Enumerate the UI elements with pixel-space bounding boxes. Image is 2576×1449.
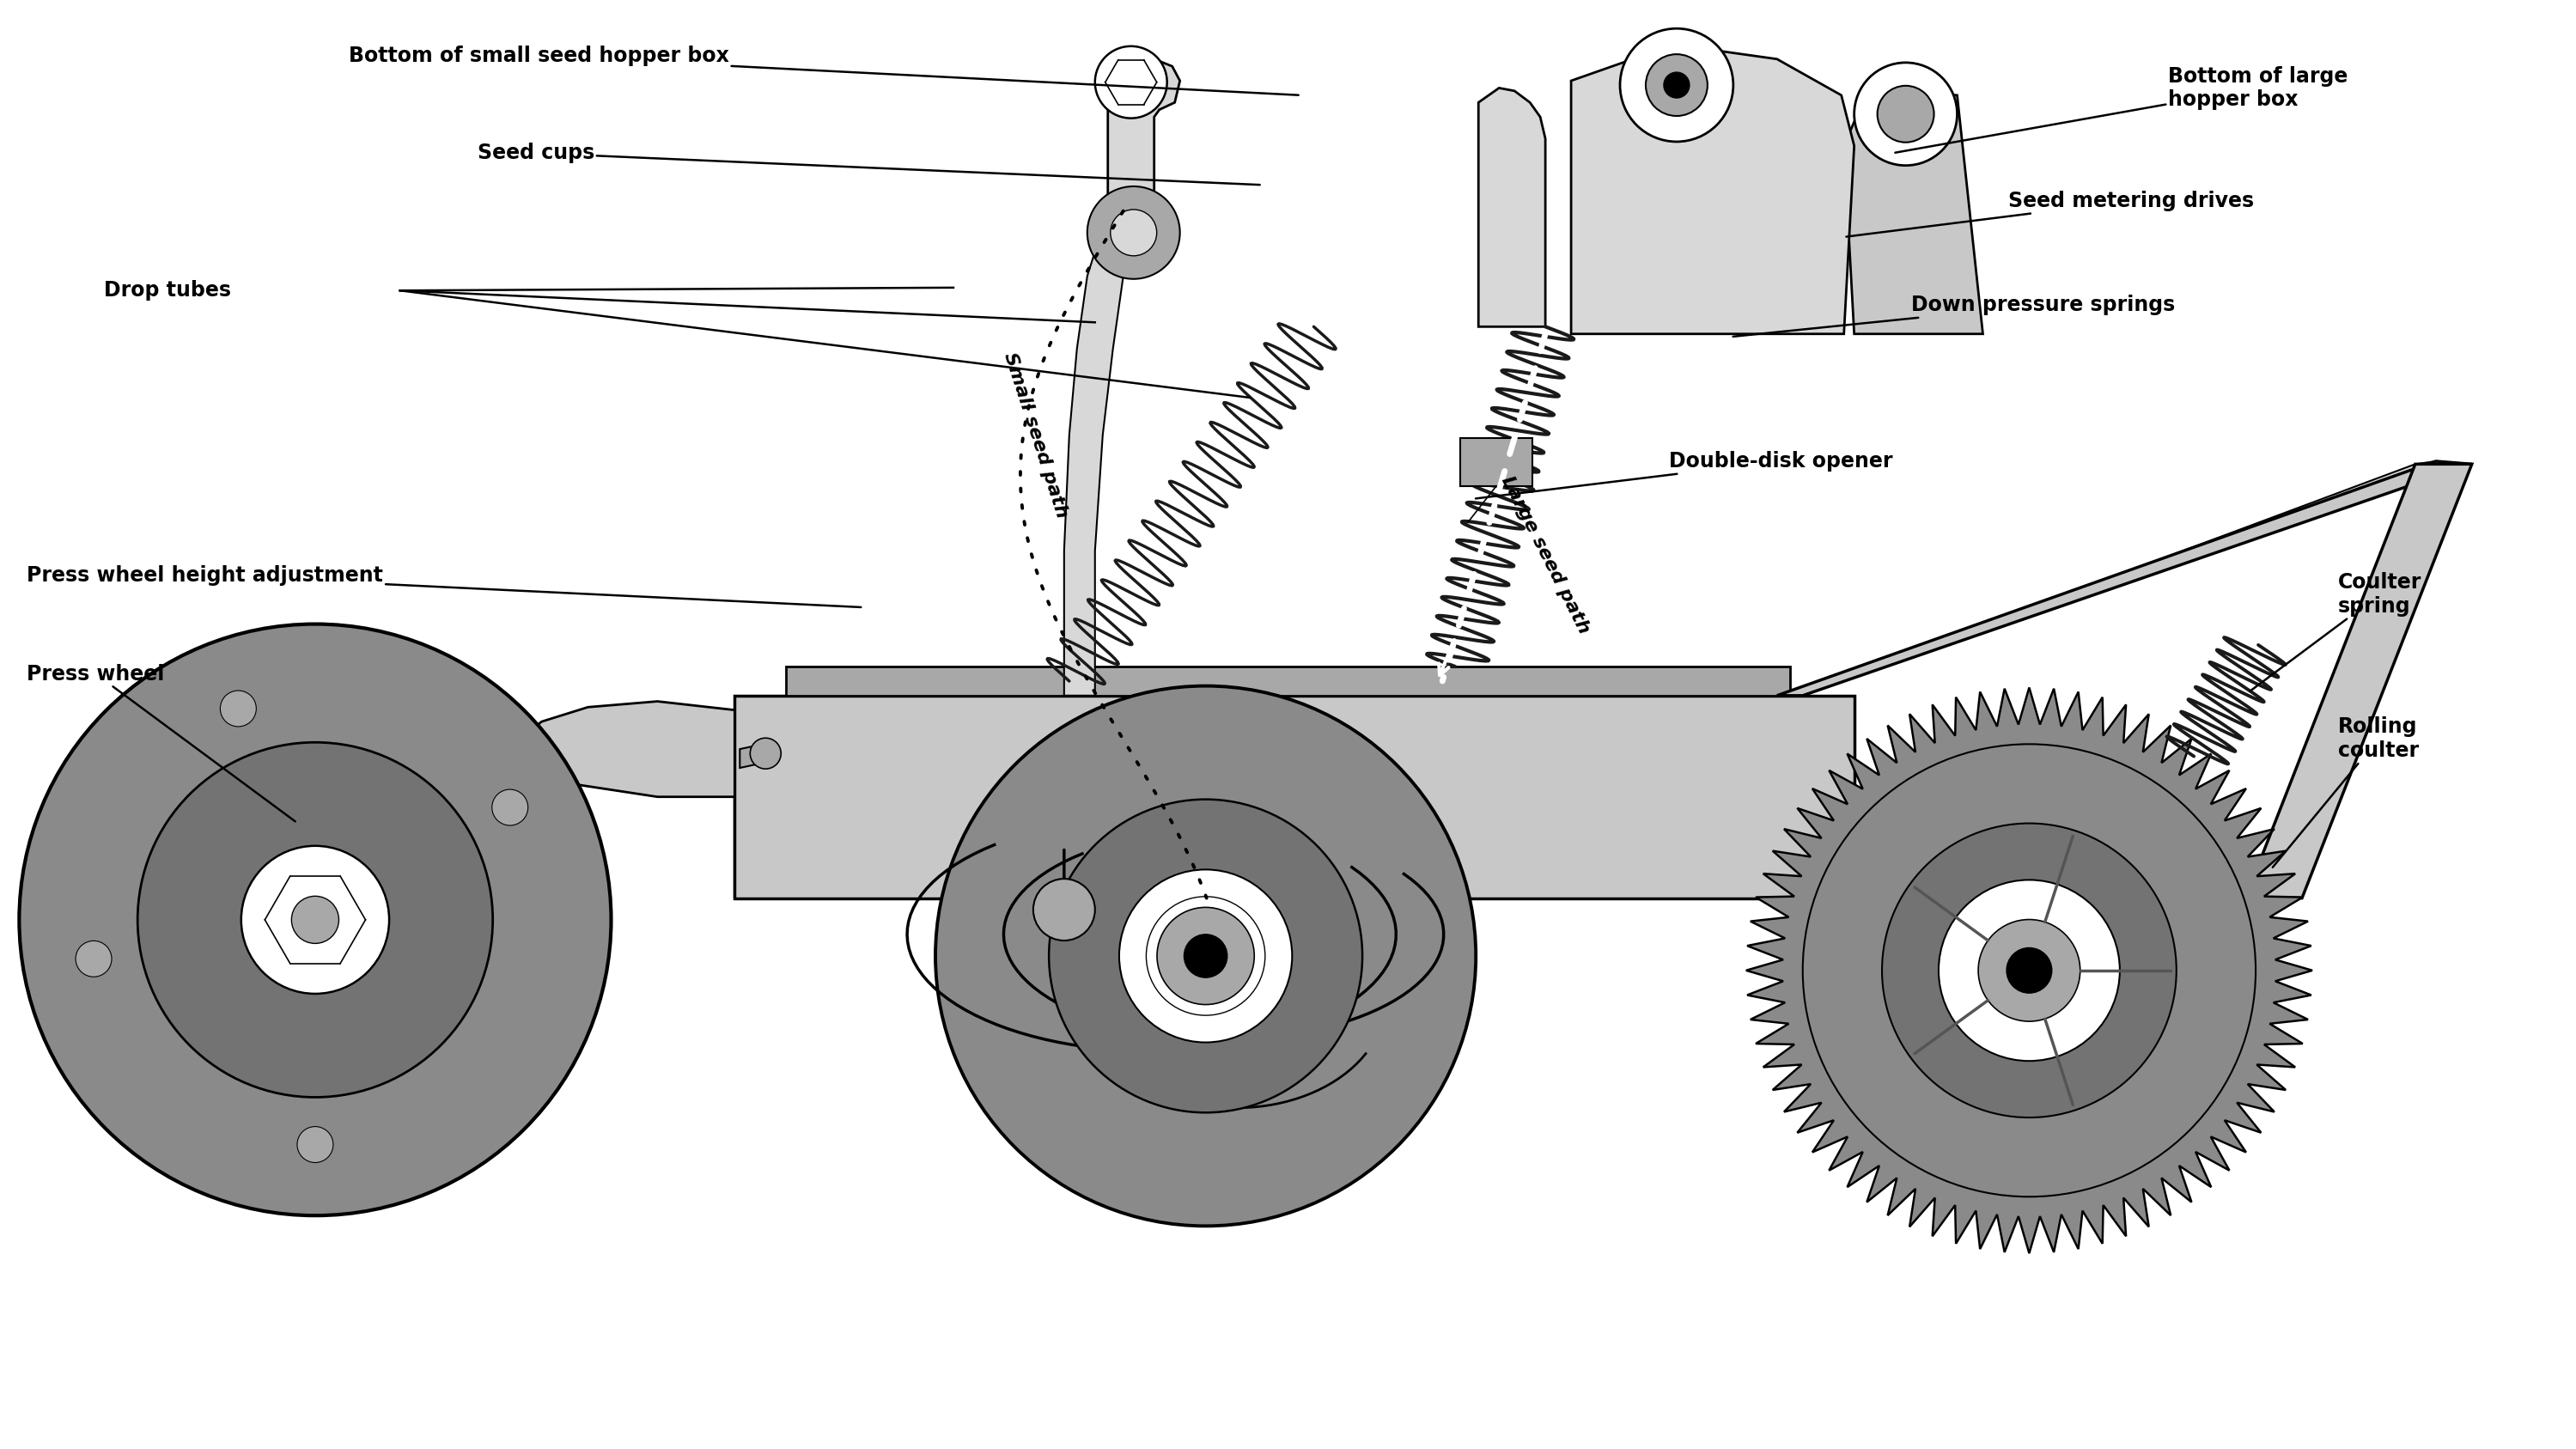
Polygon shape xyxy=(1461,438,1533,485)
Circle shape xyxy=(137,742,492,1097)
Polygon shape xyxy=(456,742,546,819)
Polygon shape xyxy=(1571,45,1855,333)
Polygon shape xyxy=(1479,88,1546,326)
Text: Down pressure springs: Down pressure springs xyxy=(1734,294,2174,336)
Polygon shape xyxy=(515,701,734,898)
Circle shape xyxy=(1878,85,1935,142)
Circle shape xyxy=(1110,210,1157,256)
Text: Bottom of large
hopper box: Bottom of large hopper box xyxy=(1896,65,2347,152)
Circle shape xyxy=(291,895,340,943)
Circle shape xyxy=(1033,878,1095,940)
Circle shape xyxy=(296,1126,332,1162)
Text: Double-disk opener: Double-disk opener xyxy=(1476,451,1893,498)
Text: Seed cups: Seed cups xyxy=(477,143,1260,185)
Circle shape xyxy=(1855,62,1958,165)
Text: Large seed path: Large seed path xyxy=(1499,474,1592,638)
Circle shape xyxy=(75,940,111,977)
Polygon shape xyxy=(734,696,1855,898)
Circle shape xyxy=(1978,920,2081,1022)
Polygon shape xyxy=(1108,52,1180,204)
Circle shape xyxy=(1118,869,1293,1042)
Circle shape xyxy=(242,846,389,994)
Polygon shape xyxy=(1777,461,2473,696)
Polygon shape xyxy=(2246,464,2473,898)
Polygon shape xyxy=(739,742,773,768)
Circle shape xyxy=(1646,54,1708,116)
Polygon shape xyxy=(1108,197,1154,262)
Text: Drop tubes: Drop tubes xyxy=(103,280,232,301)
Text: Press wheel height adjustment: Press wheel height adjustment xyxy=(26,565,860,607)
Text: Bottom of small seed hopper box: Bottom of small seed hopper box xyxy=(348,46,1298,96)
Circle shape xyxy=(18,625,611,1216)
Text: Small seed path: Small seed path xyxy=(1002,351,1072,520)
Circle shape xyxy=(1087,187,1180,280)
Circle shape xyxy=(2007,948,2053,993)
Polygon shape xyxy=(1844,91,1984,333)
Polygon shape xyxy=(1788,461,2437,698)
Circle shape xyxy=(1803,745,2257,1197)
Polygon shape xyxy=(786,667,1790,696)
Text: Press wheel: Press wheel xyxy=(26,664,296,822)
Circle shape xyxy=(750,738,781,769)
Circle shape xyxy=(935,685,1476,1226)
Polygon shape xyxy=(1064,212,1141,696)
Circle shape xyxy=(1095,46,1167,119)
Circle shape xyxy=(1185,935,1226,978)
Circle shape xyxy=(492,790,528,826)
Text: Rolling
coulter: Rolling coulter xyxy=(2272,717,2419,868)
Circle shape xyxy=(1940,880,2120,1061)
Polygon shape xyxy=(1747,687,2313,1253)
Circle shape xyxy=(219,691,255,726)
Circle shape xyxy=(1157,907,1255,1004)
Text: Coulter
spring: Coulter spring xyxy=(2249,572,2421,691)
Circle shape xyxy=(1620,29,1734,142)
Text: Seed metering drives: Seed metering drives xyxy=(1847,190,2254,236)
Circle shape xyxy=(1664,72,1690,99)
Circle shape xyxy=(1048,800,1363,1113)
Circle shape xyxy=(1883,823,2177,1117)
